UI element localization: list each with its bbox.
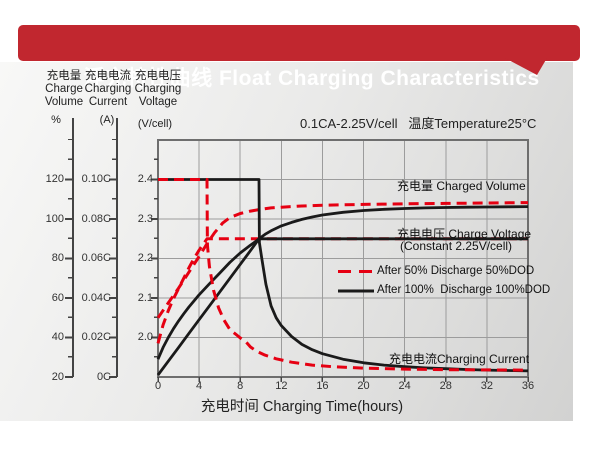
- voltage-axis-header-en2: Voltage: [138, 96, 178, 108]
- voltage-tick-label: 2.3: [137, 212, 153, 225]
- x-tick-label: 4: [196, 380, 203, 392]
- x-tick-label: 12: [275, 380, 288, 392]
- current-axis-header-zh: 充电电流: [85, 70, 131, 82]
- x-axis-title: 充电时间 Charging Time(hours): [200, 399, 404, 415]
- legend-label-100dod: After 100% Discharge 100%DOD: [377, 284, 551, 296]
- x-tick-label: 32: [480, 380, 493, 392]
- charged-volume-50dod-curve: [156, 201, 529, 319]
- gradient-background-panel: [0, 62, 573, 421]
- x-tick-label: 20: [357, 380, 370, 392]
- charged-volume-100dod-curve: [156, 205, 529, 376]
- current-tick-label: 0.02C: [81, 331, 111, 343]
- current-tick-label: 0.10C: [81, 173, 111, 185]
- current-tick-label: 0.08C: [81, 212, 111, 225]
- volume-axis-header: 充电量 Charge Volume: [36, 70, 92, 109]
- volume-tick-label: 60: [51, 291, 64, 304]
- x-tick-label: 24: [398, 380, 411, 392]
- current-axis-unit: (A): [99, 114, 115, 126]
- current-tick-label: 0.04C: [81, 291, 111, 304]
- charging-current-annotation: 充电电流Charging Current: [389, 352, 530, 366]
- current-tick-label: 0.06C: [81, 252, 111, 264]
- charging-current-50dod-curve: [158, 178, 529, 372]
- legend-label-50dod: After 50% Discharge 50%DOD: [377, 265, 535, 277]
- volume-tick-label: 100: [45, 212, 64, 225]
- current-axis-header: 充电电流 Charging Current: [80, 70, 136, 109]
- x-tick-label: 16: [316, 380, 329, 392]
- x-tick-label: 28: [439, 380, 452, 392]
- voltage-axis-unit: (V/cell): [137, 118, 173, 130]
- test-condition-label: 0.1CA-2.25V/cell 温度Temperature25°C: [300, 116, 537, 131]
- voltage-tick-label: 2.4: [137, 173, 153, 185]
- volume-tick-label: 80: [51, 252, 64, 264]
- banner-tail: [505, 58, 547, 75]
- voltage-tick-label: 2.1: [137, 291, 153, 304]
- page-title-banner: 浮充特性曲线 Float Charging Characteristics: [18, 25, 580, 90]
- voltage-axis-header: 充电电压 Charging Voltage: [128, 70, 188, 109]
- volume-tick-label: 120: [45, 173, 64, 185]
- voltage-tick-label: 2.0: [137, 331, 153, 343]
- x-tick-label: 0: [154, 380, 162, 392]
- current-axis-header-en2: Current: [88, 96, 128, 108]
- charged-volume-annotation: 充电量 Charged Volume: [397, 179, 526, 193]
- voltage-tick-label: 2.2: [137, 252, 153, 264]
- charge-voltage-sub-annotation: (Constant 2.25V/cell): [400, 239, 513, 253]
- x-tick-label: 36: [521, 380, 535, 392]
- current-axis-header-en1: Charging: [84, 83, 132, 95]
- volume-axis-header-en1: Charge: [45, 83, 83, 95]
- page-title: 浮充特性曲线 Float Charging Characteristics: [83, 67, 540, 90]
- volume-tick-label: 40: [51, 331, 64, 343]
- volume-axis-header-zh: 充电量: [46, 70, 82, 82]
- voltage-axis-header-en1: Charging: [134, 83, 182, 95]
- charge-voltage-100dod-curve: [156, 237, 528, 360]
- charge-voltage-annotation: 充电电压 Charge Voltage: [397, 227, 532, 241]
- current-tick-label: 0C: [96, 370, 111, 383]
- voltage-axis-header-zh: 充电电压: [135, 70, 181, 82]
- volume-axis-unit: %: [51, 114, 61, 126]
- volume-axis-header-en2: Volume: [44, 96, 84, 108]
- volume-tick-label: 20: [51, 370, 64, 383]
- x-tick-label: 8: [237, 380, 244, 392]
